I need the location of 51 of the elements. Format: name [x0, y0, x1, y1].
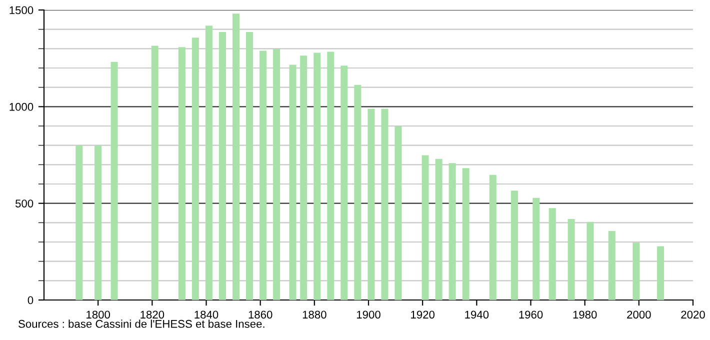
bar — [368, 108, 375, 300]
bar — [511, 190, 518, 300]
x-tick-label: 1820 — [140, 310, 164, 319]
bar — [568, 218, 575, 300]
bar — [394, 126, 402, 300]
bar — [260, 50, 267, 300]
x-tick-label: 1880 — [302, 310, 326, 319]
bar — [340, 66, 348, 300]
bar — [327, 52, 334, 300]
bar — [178, 47, 186, 300]
x-tick-label: 1900 — [356, 310, 380, 319]
x-tick-label: 2000 — [627, 310, 651, 319]
x-tick-label: 1860 — [248, 310, 272, 319]
bar — [632, 242, 640, 300]
source-note: Sources : base Cassini de l'EHESS et base Insee. — [18, 320, 264, 328]
bar — [300, 56, 308, 300]
bar — [548, 208, 556, 300]
bar — [273, 49, 280, 300]
bar — [657, 246, 664, 300]
bar — [448, 163, 456, 300]
bar — [76, 145, 83, 300]
x-tick-label: 1960 — [519, 310, 543, 319]
y-tick-label: 0 — [28, 296, 34, 304]
bar — [192, 38, 199, 300]
bar — [246, 32, 254, 300]
bar — [289, 64, 296, 300]
bar — [381, 108, 388, 300]
x-tick-label: 1920 — [411, 310, 435, 319]
x-tick-label: 1840 — [194, 310, 218, 319]
bar — [205, 26, 212, 300]
x-tick-label: 2020 — [681, 310, 705, 319]
x-tick-label: 1940 — [465, 310, 489, 319]
bar — [435, 158, 442, 300]
bar — [462, 168, 470, 300]
bar — [532, 198, 540, 300]
bar — [232, 14, 240, 300]
bar — [110, 62, 118, 300]
x-tick-label: 1800 — [86, 310, 110, 319]
bar — [489, 174, 496, 300]
y-tick-label: 1000 — [10, 102, 34, 111]
bar — [354, 84, 362, 300]
bar — [422, 155, 429, 300]
y-tick-label: 1500 — [10, 6, 34, 14]
bar — [94, 145, 102, 300]
bar — [314, 52, 321, 300]
bar — [218, 32, 226, 300]
bar — [586, 222, 594, 300]
y-tick-label: 500 — [15, 200, 34, 208]
x-tick-label: 1980 — [573, 310, 597, 319]
bar — [151, 46, 158, 300]
bar — [608, 230, 616, 300]
